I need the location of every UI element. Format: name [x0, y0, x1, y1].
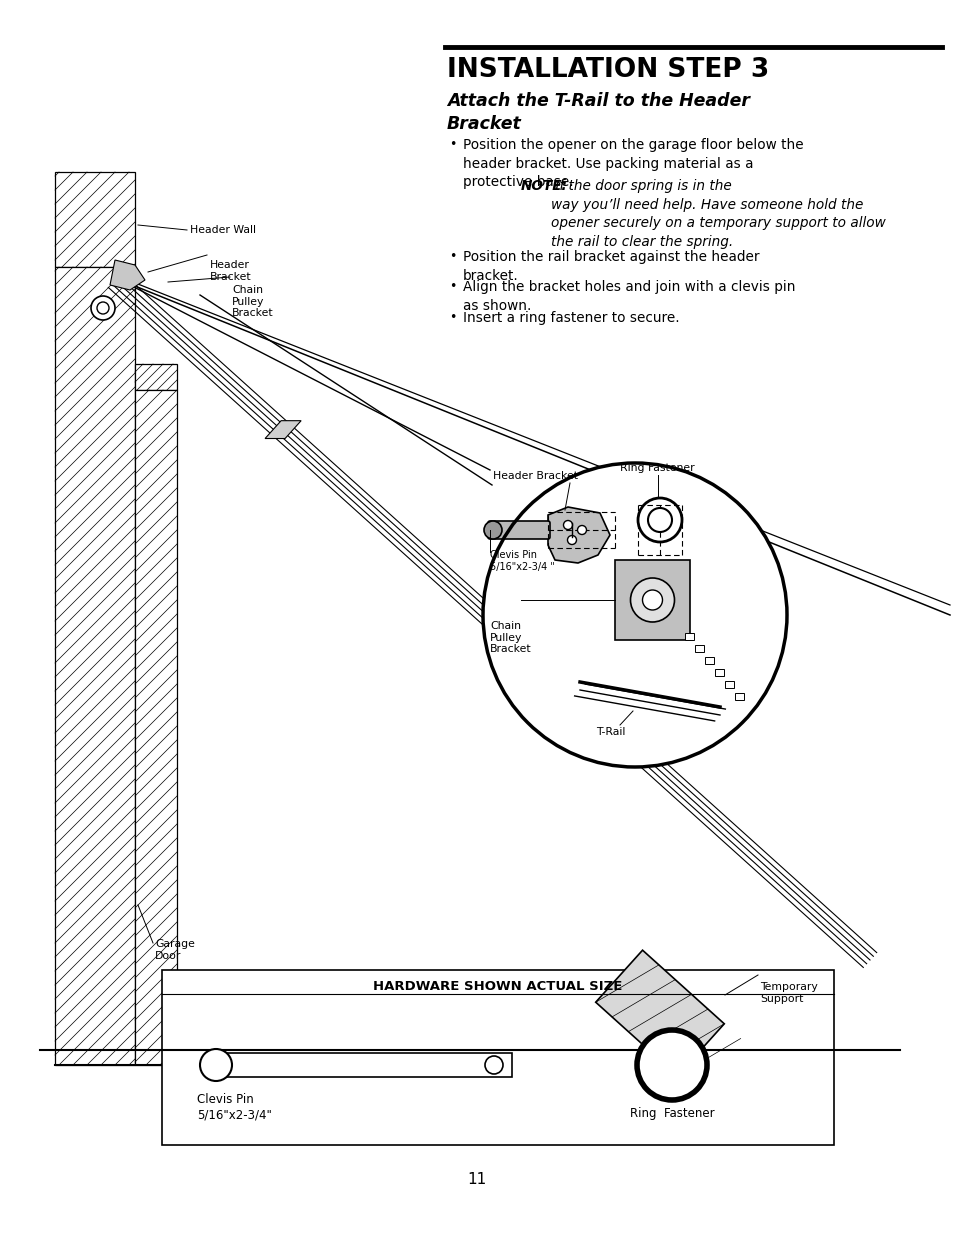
Polygon shape [595, 950, 723, 1076]
Bar [704, 657, 713, 664]
Bar [734, 693, 743, 700]
Bar [714, 669, 723, 676]
Text: Clevis Pin
5/16"x2-3/4 ": Clevis Pin 5/16"x2-3/4 " [490, 550, 555, 572]
Circle shape [91, 296, 115, 320]
Text: 11: 11 [467, 1172, 486, 1188]
Bar [135, 364, 177, 390]
Bar [55, 267, 135, 1065]
Text: Position the rail bracket against the header
bracket.: Position the rail bracket against the he… [462, 249, 759, 283]
Text: Position the opener on the garage floor below the
header bracket. Use packing ma: Position the opener on the garage floor … [462, 138, 802, 189]
Text: Header Bracket: Header Bracket [493, 471, 578, 480]
Text: Chain
Pulley
Bracket: Chain Pulley Bracket [232, 285, 274, 319]
Text: Temporary
Support: Temporary Support [760, 982, 817, 1004]
Circle shape [652, 1046, 691, 1084]
Text: INSTALLATION STEP 3: INSTALLATION STEP 3 [447, 57, 768, 83]
Circle shape [484, 1056, 502, 1074]
Text: Garage
Door: Garage Door [154, 939, 194, 961]
Text: NOTE:: NOTE: [520, 179, 567, 193]
Bar [135, 390, 177, 1065]
Text: HARDWARE SHOWN ACTUAL SIZE: HARDWARE SHOWN ACTUAL SIZE [373, 981, 622, 993]
Bar [724, 680, 733, 688]
Text: Ring Fastener: Ring Fastener [619, 463, 694, 473]
Text: Clevis Pin
5/16"x2-3/4": Clevis Pin 5/16"x2-3/4" [196, 1093, 272, 1123]
Text: If the door spring is in the
way you’ll need help. Have someone hold the
opener : If the door spring is in the way you’ll … [551, 179, 884, 249]
Circle shape [577, 526, 586, 535]
Circle shape [200, 1049, 232, 1081]
Bar [615, 559, 689, 640]
Polygon shape [110, 261, 145, 290]
Circle shape [638, 498, 681, 542]
Text: Insert a ring fastener to secure.: Insert a ring fastener to secure. [462, 311, 679, 325]
Text: Ring  Fastener: Ring Fastener [629, 1107, 714, 1120]
FancyBboxPatch shape [488, 521, 550, 538]
Text: •: • [449, 249, 456, 263]
Circle shape [641, 590, 661, 610]
Text: Attach the T-Rail to the Header
Bracket: Attach the T-Rail to the Header Bracket [447, 91, 749, 133]
Circle shape [647, 508, 671, 532]
Circle shape [483, 521, 501, 538]
Circle shape [97, 303, 109, 314]
Polygon shape [547, 508, 609, 563]
Text: •: • [449, 138, 456, 151]
Circle shape [563, 520, 572, 530]
Bar [224, 1053, 512, 1077]
Text: T-Rail: T-Rail [596, 727, 625, 737]
Text: Align the bracket holes and join with a clevis pin
as shown.: Align the bracket holes and join with a … [462, 280, 795, 312]
Bar [695, 645, 703, 652]
Circle shape [630, 578, 674, 622]
Text: Header
Bracket: Header Bracket [210, 261, 252, 282]
Circle shape [637, 1030, 706, 1100]
Text: Header Wall: Header Wall [190, 225, 255, 235]
Polygon shape [265, 421, 301, 438]
Bar [684, 634, 693, 640]
Bar [55, 172, 135, 267]
Circle shape [482, 463, 786, 767]
Text: Chain
Pulley
Bracket: Chain Pulley Bracket [490, 621, 531, 655]
Text: •: • [449, 311, 456, 324]
Text: •: • [449, 280, 456, 293]
Bar [162, 969, 833, 1145]
Circle shape [567, 536, 576, 545]
